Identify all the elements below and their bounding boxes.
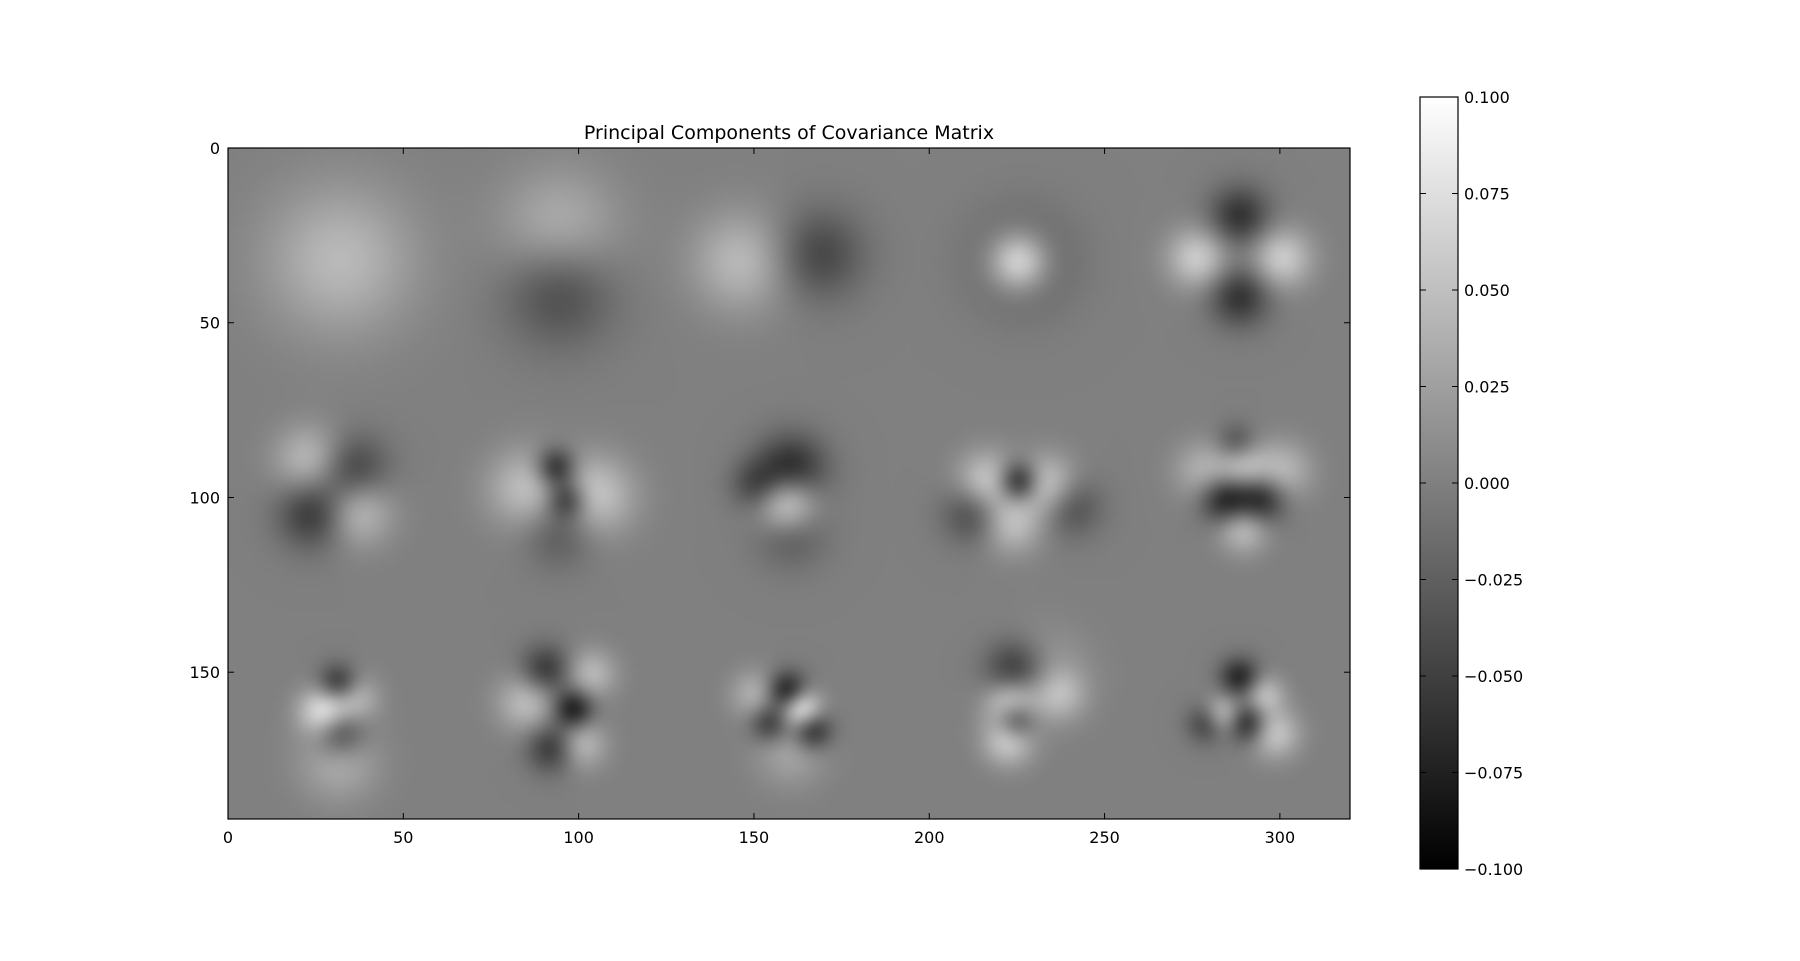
x-tick-label: 150 <box>739 828 770 847</box>
x-axis: 0 50 100 150 200 250 300 <box>223 148 1295 847</box>
x-tick-label: 250 <box>1089 828 1120 847</box>
colorbar-tick-label: −0.075 <box>1464 764 1523 783</box>
colorbar <box>1419 96 1459 870</box>
chart-title: Principal Components of Covariance Matri… <box>584 122 994 144</box>
x-tick-label: 200 <box>914 828 945 847</box>
colorbar-tick-label: −0.025 <box>1464 571 1523 590</box>
x-tick-label: 300 <box>1265 828 1296 847</box>
colorbar-tick-label: 0.050 <box>1464 281 1510 300</box>
colorbar-tick-label: 0.100 <box>1464 88 1510 107</box>
heatmap-canvas <box>228 148 1350 819</box>
colorbar-tick-label: −0.100 <box>1464 860 1523 879</box>
y-axis: 0 50 100 150 <box>189 139 1350 682</box>
colorbar-tick-label: 0.025 <box>1464 378 1510 397</box>
y-tick-label: 100 <box>189 488 220 507</box>
colorbar-tick-label: −0.050 <box>1464 667 1523 686</box>
y-tick-label: 150 <box>189 663 220 682</box>
colorbar-axis: 0.100 0.075 0.050 0.025 0.000 −0.025 −0.050 −0.… <box>1420 88 1523 879</box>
colorbar-tick-label: 0.075 <box>1464 185 1510 204</box>
plot-frame <box>227 147 1351 820</box>
x-tick-label: 0 <box>223 828 233 847</box>
colorbar-tick-label: 0.000 <box>1464 474 1510 493</box>
y-tick-label: 0 <box>210 139 220 158</box>
heatmap-image <box>228 148 1350 819</box>
y-tick-label: 50 <box>200 314 220 333</box>
x-tick-label: 50 <box>393 828 413 847</box>
x-tick-label: 100 <box>563 828 594 847</box>
